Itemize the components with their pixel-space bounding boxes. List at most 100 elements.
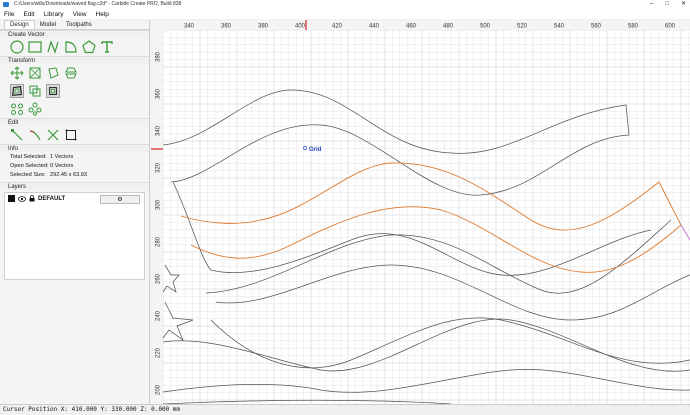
- vector-path[interactable]: [162, 369, 690, 393]
- vector-path[interactable]: [205, 219, 672, 294]
- x-tick-label: 580: [628, 24, 639, 30]
- lock-icon[interactable]: [29, 195, 35, 202]
- x-tick-label: 380: [258, 24, 269, 30]
- selected-vector-path[interactable]: [180, 162, 682, 273]
- move-tool-icon[interactable]: [10, 66, 24, 80]
- menu-help[interactable]: Help: [95, 10, 109, 18]
- mirror-tool-icon[interactable]: [64, 66, 78, 80]
- tab-design[interactable]: Design: [4, 20, 35, 29]
- layer-name: DEFAULT: [38, 195, 66, 202]
- y-tick-label: 280: [156, 236, 162, 247]
- x-tick-label: 520: [517, 24, 528, 30]
- rectangle-tool-icon[interactable]: [28, 40, 42, 54]
- cursor-position: Cursor Position X: 410.000 Y: 330.000 Z:…: [3, 406, 181, 413]
- polyline-tool-icon[interactable]: [46, 40, 60, 54]
- x-tick-label: 600: [665, 24, 676, 30]
- y-tick-label: 380: [156, 51, 162, 62]
- left-ruler: [151, 20, 163, 404]
- layer-row[interactable]: DEFAULT: [5, 193, 144, 204]
- section-info: Info: [0, 144, 149, 152]
- grid-origin-marker[interactable]: Grid: [303, 146, 322, 153]
- transform-tools-row-1: [0, 64, 149, 82]
- eye-icon[interactable]: [18, 195, 26, 202]
- align-tool-icon[interactable]: [46, 84, 60, 98]
- y-tick-label: 260: [156, 273, 162, 284]
- star-vector[interactable]: [162, 264, 180, 293]
- vector-path[interactable]: [162, 318, 690, 372]
- flag-vectors: [162, 89, 690, 404]
- star-vector[interactable]: [162, 301, 194, 342]
- y-ruler-ticks: 380 360 340 320 300 280 260 240 220 200: [156, 51, 162, 395]
- menu-bar: File Edit Library View Help: [0, 9, 690, 19]
- node-edit-icon[interactable]: [10, 128, 24, 142]
- grid-marker-icon: [303, 146, 307, 150]
- grid-label: Grid: [309, 147, 322, 153]
- top-ruler: [151, 20, 690, 30]
- total-selected-label: Total Selected:: [10, 154, 47, 160]
- menu-library[interactable]: Library: [43, 10, 64, 18]
- x-tick-label: 440: [369, 24, 380, 30]
- app-icon: [3, 2, 9, 7]
- x-tick-label: 500: [480, 24, 491, 30]
- tab-model[interactable]: Model: [39, 22, 57, 28]
- canvas-background: [151, 20, 690, 404]
- text-tool-icon[interactable]: [100, 40, 114, 54]
- title-bar: C:/Users/wills/Downloads/waved flag.c2d*…: [0, 0, 690, 9]
- y-tick-label: 360: [156, 88, 162, 99]
- info-panel: Total Selected: 1 Vectors Open Selected: 0…: [0, 152, 149, 182]
- join-tool-icon[interactable]: [64, 128, 78, 142]
- x-tick-label: 460: [406, 24, 417, 30]
- y-tick-label: 300: [156, 199, 162, 210]
- x-ruler-ticks: 340 360 380 400 420 440 460 480 500 520 540 560 580 6…: [184, 24, 676, 30]
- rotate-tool-icon[interactable]: [46, 66, 60, 80]
- x-tick-label: 420: [332, 24, 343, 30]
- circular-array-tool-icon[interactable]: [28, 102, 42, 116]
- maximize-icon[interactable]: □: [665, 1, 669, 7]
- scale-tool-icon[interactable]: [28, 66, 42, 80]
- left-panel: Design Model Toolpaths Create Vector Tra…: [0, 20, 150, 404]
- x-tick-label: 560: [591, 24, 602, 30]
- edit-tools: [0, 126, 149, 144]
- x-tick-label: 480: [443, 24, 454, 30]
- y-tick-label: 200: [156, 384, 162, 395]
- circle-tool-icon[interactable]: [10, 40, 24, 54]
- y-tick-label: 240: [156, 310, 162, 321]
- vector-path[interactable]: [215, 264, 690, 321]
- menu-view[interactable]: View: [72, 10, 87, 18]
- tab-toolpaths[interactable]: Toolpaths: [66, 22, 92, 28]
- vector-path[interactable]: [172, 181, 652, 276]
- section-edit: Edit: [0, 118, 149, 126]
- curve-tool-icon[interactable]: [64, 40, 78, 54]
- create-vector-tools: [0, 38, 149, 56]
- x-tick-label: 360: [221, 24, 232, 30]
- section-create-vector: Create Vector: [0, 30, 149, 38]
- vector-path[interactable]: [162, 89, 630, 196]
- selected-size-label: Selected Size:: [10, 172, 46, 178]
- section-layers: Layers: [0, 182, 149, 190]
- vector-path[interactable]: [162, 399, 452, 404]
- open-selected-value: 0 Vectors: [50, 163, 74, 169]
- boolean-tool-icon[interactable]: [28, 84, 42, 98]
- transform-tools-row-2: [0, 82, 149, 100]
- layer-settings-button[interactable]: ⚙: [100, 195, 140, 204]
- x-tick-label: 400: [295, 24, 306, 30]
- smooth-tool-icon[interactable]: [28, 128, 42, 142]
- selected-size-value: 292.45 x 63.93: [50, 172, 88, 178]
- x-tick-label: 540: [554, 24, 565, 30]
- menu-edit[interactable]: Edit: [23, 10, 35, 18]
- array-tool-icon[interactable]: [10, 102, 24, 116]
- layers-list: DEFAULT ⚙: [4, 192, 145, 280]
- menu-file[interactable]: File: [4, 10, 15, 18]
- polygon-tool-icon[interactable]: [82, 40, 96, 54]
- design-canvas[interactable]: 340 360 380 400 420 440 460 480 500 520 540 560 580 6…: [151, 20, 690, 404]
- open-selected-label: Open Selected:: [10, 163, 49, 169]
- minimize-icon[interactable]: –: [650, 1, 654, 7]
- close-icon[interactable]: ✕: [680, 1, 686, 7]
- layer-color-swatch[interactable]: [8, 195, 15, 202]
- section-transform: Transform: [0, 56, 149, 64]
- trim-tool-icon[interactable]: [46, 128, 60, 142]
- offset-tool-icon[interactable]: [10, 84, 24, 98]
- y-tick-label: 220: [156, 347, 162, 358]
- total-selected-value: 1 Vectors: [50, 154, 74, 160]
- gear-icon: ⚙: [117, 197, 123, 203]
